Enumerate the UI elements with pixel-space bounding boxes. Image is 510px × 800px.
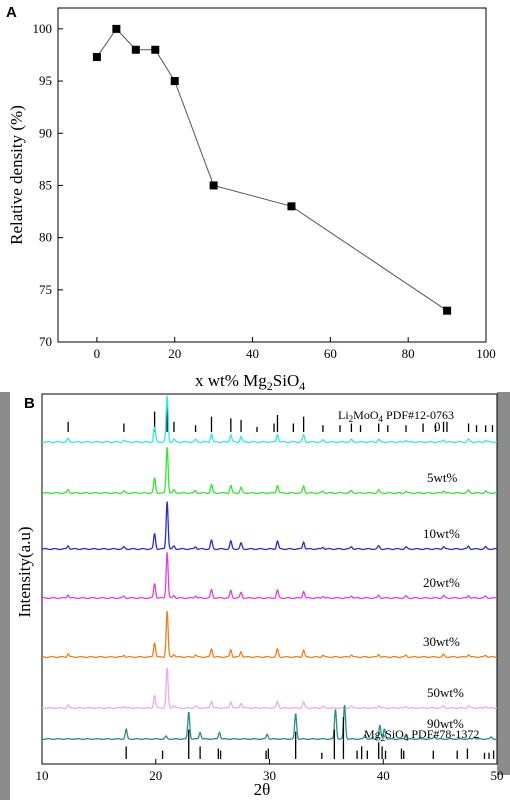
x-tick-label-a: 40 <box>246 346 259 361</box>
xrd-trace <box>41 395 498 444</box>
trace-labels: 0 5wt% 10wt% 20wt% 30wt% 50wt% 90wt% <box>423 419 464 731</box>
x-tick-label-a: 60 <box>324 346 337 361</box>
mg2sio4-reference-label: Mg2SiO4 PDF#78-1372 <box>364 727 479 743</box>
x-axis-title-a: x wt% Mg2SiO4 <box>195 371 305 393</box>
data-point <box>92 53 101 62</box>
mg2sio4-reference-sticks <box>125 717 495 759</box>
x-tick-label-b: 30 <box>263 768 276 783</box>
density-points <box>92 24 452 315</box>
xrd-trace <box>41 667 497 710</box>
li2moo4-reference-sticks <box>67 398 494 432</box>
data-point <box>209 181 218 190</box>
xrd-trace <box>41 501 498 551</box>
xrd-trace <box>41 552 498 600</box>
data-point <box>170 77 179 86</box>
x-tick-label-a: 80 <box>402 346 415 361</box>
trace-label: 10wt% <box>423 526 460 541</box>
y-tick-label-a: 80 <box>39 230 52 245</box>
panel-label-a: A <box>6 4 17 21</box>
right-gray-strip <box>497 392 510 775</box>
y-tick-label-a: 90 <box>39 125 52 140</box>
xrd-traces <box>41 395 498 740</box>
plot-frame-a <box>57 7 487 343</box>
x-tick-label-a: 100 <box>476 346 496 361</box>
trace-label: 90wt% <box>427 716 464 731</box>
x-tick-label-b: 40 <box>377 768 390 783</box>
y-tick-label-a: 100 <box>33 21 53 36</box>
x-tick-label-a: 20 <box>168 346 181 361</box>
y-tick-label-a: 95 <box>39 73 52 88</box>
y-axis-a: 70 75 80 85 90 95 100 <box>33 21 63 349</box>
y-tick-label-a: 85 <box>39 177 52 192</box>
trace-label: 0 <box>434 419 441 434</box>
xrd-trace <box>41 610 498 659</box>
panel-label-b: B <box>24 395 35 412</box>
y-tick-label-a: 70 <box>39 334 52 349</box>
trace-label: 50wt% <box>427 685 464 700</box>
x-tick-label-b: 10 <box>36 768 49 783</box>
y-axis-title-a: Relative density (%) <box>7 105 26 245</box>
x-axis-b: 10 20 30 40 50 <box>36 759 504 783</box>
data-point <box>151 45 160 54</box>
x-axis-a: 0 20 40 60 80 100 <box>94 337 496 361</box>
data-point <box>443 306 452 315</box>
y-tick-label-a: 75 <box>39 282 52 297</box>
trace-label: 20wt% <box>423 575 460 590</box>
panel-b: B 10 20 30 40 50 0 5wt% 10wt% 20wt% 30wt% 50wt% 90… <box>0 392 510 800</box>
data-point <box>112 24 121 33</box>
trace-label: 30wt% <box>423 634 460 649</box>
data-point <box>131 45 140 54</box>
xrd-trace <box>41 447 498 495</box>
x-tick-label-b: 20 <box>149 768 162 783</box>
y-axis-title-b: Intensity(a.u) <box>15 526 34 617</box>
panel-a: A 70 75 80 85 90 95 100 0 20 40 60 80 100 Relative … <box>6 4 496 393</box>
x-tick-label-b: 50 <box>491 768 504 783</box>
x-axis-title-b: 2θ <box>254 780 271 799</box>
trace-label: 5wt% <box>427 470 458 485</box>
xrd-trace <box>42 704 498 740</box>
left-gray-strip <box>0 392 10 800</box>
x-tick-label-a: 0 <box>94 346 101 361</box>
li2moo4-reference-label: Li2MoO4 PDF#12-0763 <box>338 408 454 424</box>
data-point <box>287 202 296 211</box>
density-line <box>96 28 448 312</box>
